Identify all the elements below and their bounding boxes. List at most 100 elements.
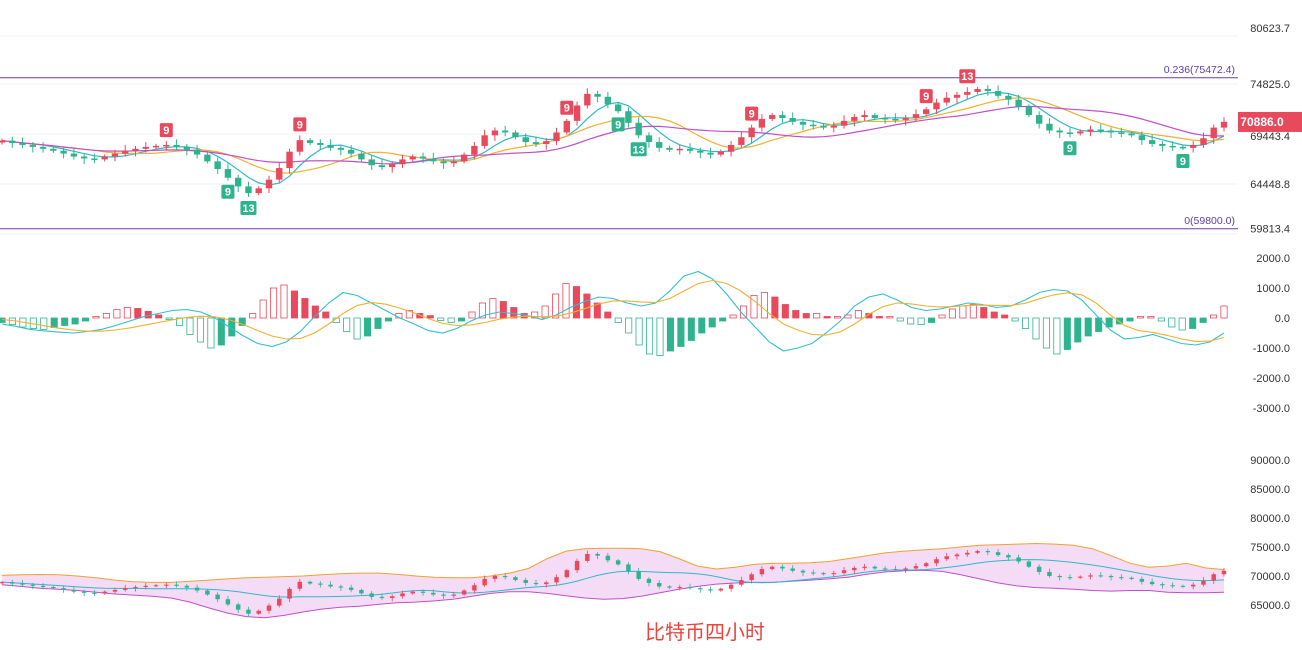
boll-candle-body [10, 582, 15, 584]
boll-candle-body [338, 586, 344, 588]
price-tick-label: 80623.7 [1250, 23, 1290, 35]
macd-hist-bar [155, 314, 163, 319]
boll-candle-body [1036, 566, 1042, 572]
candle-body [337, 147, 345, 150]
macd-hist-bar [176, 317, 184, 326]
macd-hist-bar [802, 313, 810, 319]
chart-caption: 比特币四小时 [645, 620, 765, 644]
td-badge-label: 9 [564, 103, 570, 115]
macd-hist-bar [719, 317, 727, 322]
boll-candle-body [1129, 577, 1134, 579]
candle-body [1190, 144, 1197, 148]
td-badge-label: 9 [1067, 143, 1073, 155]
candle-body [1066, 132, 1074, 134]
boll-candle-body [307, 581, 313, 584]
candle-body [491, 130, 499, 136]
boll-candle-body [656, 582, 662, 587]
td-badge: 13 [959, 69, 976, 84]
ma-long-line [1, 105, 1225, 165]
boll-candle-body [595, 553, 600, 556]
candle-body [1169, 145, 1176, 148]
boll-candle-body [811, 572, 816, 574]
macd-hist-bar [760, 292, 768, 319]
boll-candle-body [1026, 561, 1032, 567]
boll-candle-body [1180, 585, 1186, 587]
candle-body [1077, 131, 1084, 134]
boll-candle-body [708, 589, 713, 591]
macd-hist-bar [1022, 317, 1030, 329]
candle-body [111, 153, 119, 157]
price-tick-label: 69443.4 [1250, 131, 1290, 143]
boll-candle-body [523, 580, 528, 583]
candle-body [265, 179, 273, 189]
candle-body [193, 149, 201, 155]
boll-candle-body [862, 566, 867, 568]
bollinger-panel: 90000.0 85000.0 80000.0 75000.0 70000.0 65000… [0, 455, 1290, 619]
candle-body [789, 117, 796, 122]
candle-body [1056, 130, 1063, 133]
boll-candle-body [122, 588, 128, 590]
macd-hist-bar [468, 311, 476, 319]
candle-body [943, 97, 950, 103]
candle-body [440, 161, 447, 164]
candle-body [840, 120, 848, 126]
fib-label-0: 0(59800.0) [1184, 215, 1235, 227]
macd-hist-bar [301, 298, 309, 319]
candle-body [707, 152, 714, 155]
candle-body [183, 146, 191, 150]
boll-candle-body [400, 593, 405, 597]
boll-candle-body [30, 584, 36, 586]
candle-body [645, 135, 653, 143]
boll-candle-body [667, 586, 672, 588]
macd-hist-bar [437, 317, 445, 321]
macd-tick-label: 1000.0 [1256, 283, 1290, 295]
td-badge-label: 13 [961, 71, 973, 83]
boll-candle-body [698, 588, 703, 590]
td-badge-label: 9 [615, 119, 621, 131]
candle-body [1005, 95, 1012, 100]
macd-hist-bar [614, 317, 622, 323]
macd-hist-bar [1199, 317, 1207, 323]
boll-candle-body [1149, 581, 1155, 585]
price-tick-label: 64448.8 [1250, 179, 1290, 191]
boll-candle-body [277, 598, 282, 606]
macd-dif-line [1, 270, 1225, 352]
boll-candle-body [348, 587, 354, 590]
boll-candle-body [574, 560, 580, 571]
boll-candle-body [1098, 575, 1104, 577]
macd-hist-bar [771, 296, 779, 319]
boll-candle-body [995, 552, 1001, 556]
boll-candle-body [266, 605, 272, 611]
macd-hist-bar [938, 314, 946, 319]
macd-hist-bar [1116, 317, 1124, 325]
td-badge: 9 [919, 89, 933, 104]
macd-hist-bar [698, 317, 706, 334]
macd-hist-bar [708, 317, 716, 328]
macd-hist-bar [980, 307, 988, 319]
candle-body [902, 117, 909, 120]
boll-tick-label: 70000.0 [1250, 571, 1290, 583]
macd-hist-bar [322, 311, 330, 319]
macd-hist-bar [1063, 317, 1071, 350]
macd-hist-bar [666, 317, 674, 352]
boll-candle-body [1088, 575, 1093, 577]
macd-hist-bar [353, 317, 361, 340]
boll-candle-body [687, 587, 693, 589]
macd-hist-bar [207, 317, 215, 349]
macd-hist-bar [280, 284, 288, 319]
boll-candle-body [513, 577, 518, 581]
macd-hist-bar [40, 317, 48, 330]
macd-hist-bar [478, 302, 486, 319]
boll-candle-body [882, 568, 888, 570]
candle-body [1046, 123, 1053, 131]
macd-hist-bar [896, 317, 904, 322]
candle-body [933, 102, 940, 110]
candle-body [245, 186, 252, 194]
boll-candle-body [1067, 577, 1073, 579]
td-badge: 9 [221, 184, 235, 199]
boll-candle-body [903, 568, 908, 570]
candle-body [686, 148, 694, 151]
boll-candle-body [194, 587, 200, 591]
td-badge-bg [611, 117, 625, 132]
candle-body [1220, 121, 1228, 128]
